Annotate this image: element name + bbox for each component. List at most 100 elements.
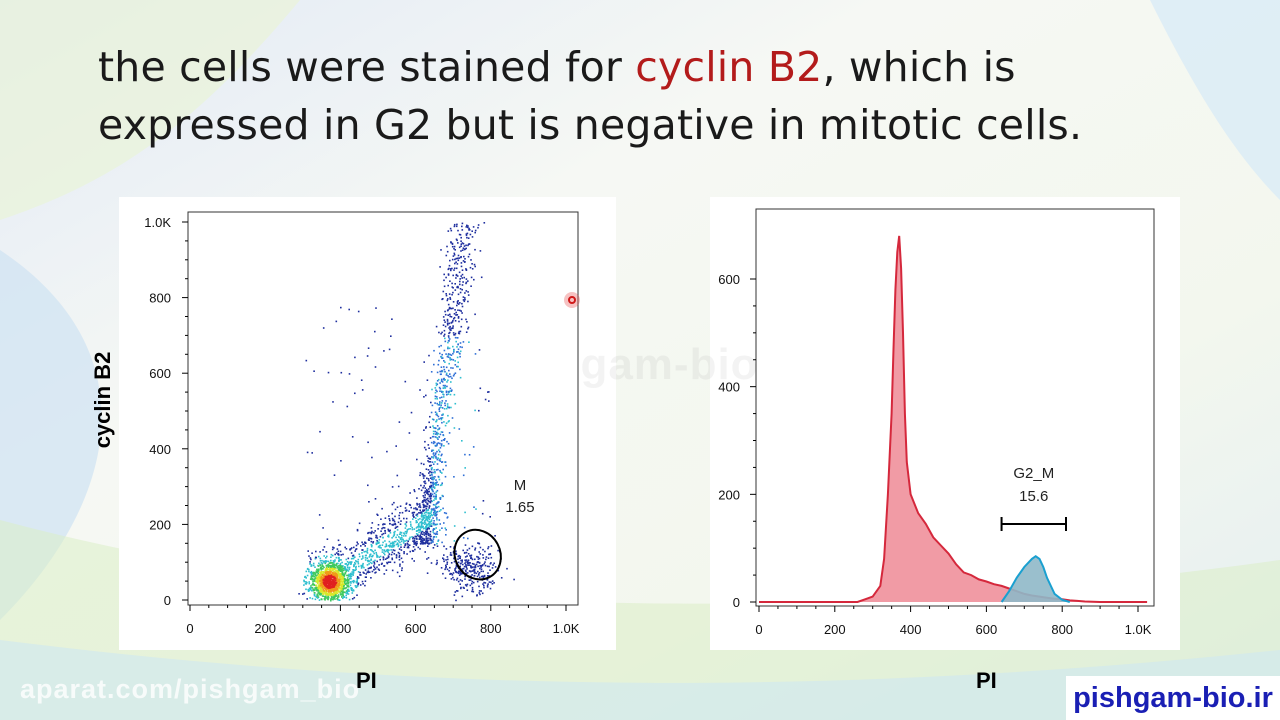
scatter-point — [344, 567, 346, 569]
scatter-point — [323, 546, 326, 548]
scatter-point — [435, 532, 437, 535]
scatter-point — [442, 439, 445, 441]
scatter-point — [460, 250, 462, 252]
scatter-point — [430, 487, 433, 489]
scatter-point — [441, 482, 443, 484]
scatter-point — [310, 589, 313, 592]
scatter-point — [370, 545, 373, 548]
scatter-point — [352, 569, 354, 571]
scatter-point — [431, 489, 434, 491]
scatter-point — [366, 564, 369, 566]
scatter-point — [429, 485, 431, 488]
scatter-point — [416, 458, 418, 461]
scatter-point — [436, 442, 438, 445]
scatter-point — [411, 526, 413, 529]
scatter-point — [327, 563, 330, 566]
scatter-point — [482, 564, 484, 566]
scatter-point — [432, 452, 435, 454]
scatter-point — [337, 566, 340, 569]
scatter-point — [468, 564, 471, 566]
scatter-point — [441, 417, 444, 419]
scatter-point — [449, 259, 451, 262]
scatter-point — [475, 508, 477, 510]
scatter-point — [473, 575, 476, 577]
scatter-point — [312, 564, 315, 567]
scatter-point — [434, 497, 436, 500]
scatter-point — [310, 577, 312, 579]
scatter-point — [464, 292, 466, 294]
scatter-point — [493, 562, 495, 565]
scatter-point — [334, 570, 337, 572]
scatter-point — [429, 498, 432, 500]
scatter-point — [345, 569, 347, 571]
scatter-point — [461, 580, 463, 582]
scatter-point — [401, 561, 404, 563]
scatter-point — [438, 519, 441, 521]
scatter-point — [442, 378, 445, 380]
scatter-point — [459, 280, 461, 283]
scatter-point — [437, 475, 440, 478]
scatter-y-tick-label: 800 — [149, 291, 171, 306]
scatter-point — [399, 505, 402, 507]
scatter-point — [374, 549, 376, 552]
scatter-point — [455, 567, 457, 569]
scatter-point — [429, 415, 431, 418]
scatter-point — [461, 273, 464, 276]
scatter-point — [365, 576, 367, 578]
scatter-point — [367, 484, 369, 487]
scatter-point — [449, 315, 451, 318]
scatter-point — [392, 524, 394, 526]
scatter-point — [439, 460, 442, 462]
scatter-point — [409, 528, 411, 530]
scatter-point — [312, 571, 314, 574]
scatter-point — [428, 507, 430, 509]
scatter-point — [369, 554, 371, 556]
scatter-point — [419, 537, 421, 540]
scatter-point — [464, 556, 467, 558]
scatter-point — [334, 566, 336, 569]
scatter-point — [428, 500, 430, 503]
scatter-point — [442, 572, 444, 575]
scatter-point — [449, 296, 451, 299]
scatter-point — [325, 561, 327, 564]
scatter-point — [441, 331, 443, 334]
scatter-point — [329, 594, 332, 597]
scatter-point — [354, 556, 356, 558]
scatter-plot-frame — [187, 211, 579, 606]
scatter-point — [425, 448, 427, 451]
scatter-point — [319, 588, 322, 591]
scatter-point — [428, 495, 431, 498]
scatter-point — [319, 575, 321, 578]
scatter-point — [414, 541, 417, 544]
scatter-point — [360, 564, 362, 567]
scatter-point — [425, 468, 428, 470]
scatter-point — [432, 471, 434, 474]
scatter-point — [393, 520, 396, 523]
scatter-point — [455, 565, 458, 567]
scatter-point — [371, 555, 373, 558]
scatter-point — [404, 380, 407, 383]
scatter-point — [459, 583, 461, 585]
scatter-point — [321, 574, 324, 576]
scatter-point — [426, 516, 429, 518]
scatter-point — [459, 278, 461, 280]
scatter-point — [427, 557, 430, 559]
scatter-point — [312, 582, 314, 585]
scatter-point — [364, 569, 367, 571]
scatter-point — [345, 548, 348, 550]
scatter-point — [441, 414, 443, 416]
scatter-point — [305, 577, 307, 579]
scatter-point — [427, 457, 430, 459]
scatter-point — [335, 588, 337, 590]
scatter-point — [318, 514, 321, 516]
scatter-point — [374, 559, 376, 562]
scatter-point — [483, 222, 486, 224]
scatter-point — [389, 529, 391, 532]
scatter-point — [434, 461, 436, 463]
scatter-point — [460, 243, 463, 245]
scatter-point — [479, 593, 481, 596]
scatter-point — [476, 555, 478, 558]
scatter-point — [446, 309, 449, 312]
scatter-point — [359, 584, 362, 586]
scatter-point — [319, 591, 321, 593]
